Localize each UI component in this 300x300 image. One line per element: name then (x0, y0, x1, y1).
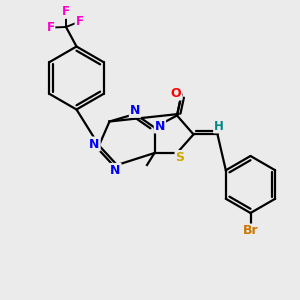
Text: F: F (62, 5, 70, 18)
Text: N: N (89, 137, 100, 151)
Text: N: N (130, 104, 140, 117)
Text: H: H (214, 119, 224, 133)
Text: O: O (171, 86, 182, 100)
Text: S: S (176, 151, 184, 164)
Text: F: F (46, 21, 54, 34)
Text: Br: Br (243, 224, 258, 238)
Text: N: N (155, 119, 165, 133)
Text: N: N (110, 164, 121, 177)
Text: F: F (76, 15, 83, 28)
